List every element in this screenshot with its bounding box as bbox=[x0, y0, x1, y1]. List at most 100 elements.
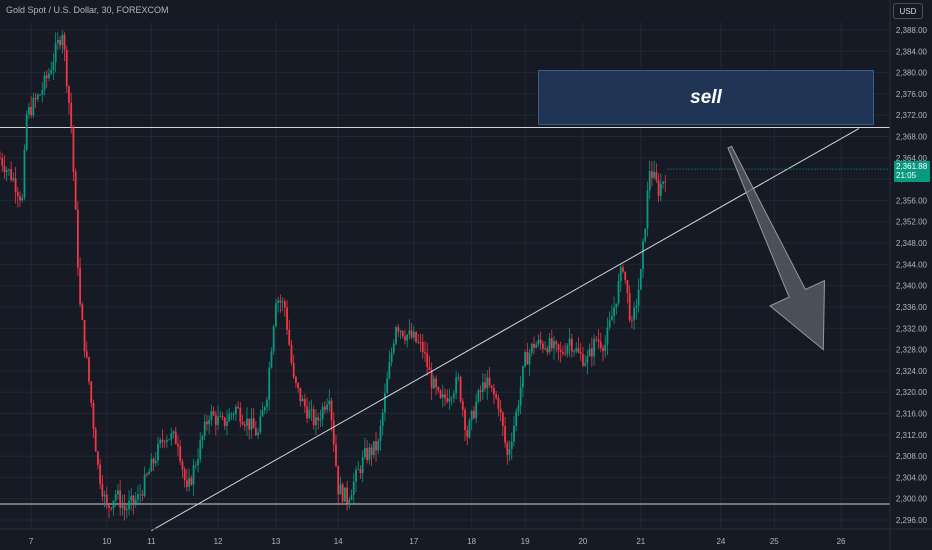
candle-body bbox=[446, 397, 449, 402]
last-price-value: 2,361.88 bbox=[896, 162, 928, 171]
candle-body bbox=[432, 378, 435, 389]
candle-body bbox=[548, 338, 551, 353]
sell-zone-box[interactable]: sell bbox=[538, 70, 874, 125]
candle-body bbox=[653, 171, 656, 178]
candle-body bbox=[259, 416, 262, 433]
candle-body bbox=[535, 344, 538, 348]
candle-body bbox=[524, 352, 526, 367]
x-tick-label: 14 bbox=[334, 537, 343, 546]
candle-body bbox=[241, 422, 244, 425]
symbol-title: Gold Spot / U.S. Dollar, 30, FOREXCOM bbox=[6, 5, 169, 15]
candle-body bbox=[388, 361, 391, 379]
y-tick-label: 2,336.00 bbox=[896, 303, 928, 312]
x-tick-label: 26 bbox=[837, 537, 846, 546]
candle-body bbox=[499, 408, 502, 413]
y-tick-label: 2,384.00 bbox=[896, 47, 928, 56]
x-tick-label: 18 bbox=[467, 537, 476, 546]
candle-body bbox=[568, 338, 571, 346]
candle-body bbox=[428, 367, 431, 371]
candle-body bbox=[584, 363, 587, 366]
candle-body bbox=[355, 469, 357, 482]
candle-body bbox=[12, 178, 15, 181]
candle-body bbox=[0, 157, 1, 159]
y-tick-label: 2,380.00 bbox=[896, 69, 928, 78]
candle-body bbox=[539, 339, 542, 344]
candle-body bbox=[579, 352, 582, 355]
candle-body bbox=[1, 157, 4, 166]
candle-body bbox=[277, 300, 280, 303]
candle-body bbox=[321, 406, 324, 420]
candle-body bbox=[550, 338, 553, 349]
y-tick-label: 2,376.00 bbox=[896, 90, 928, 99]
candle-body bbox=[332, 420, 335, 445]
candle-body bbox=[395, 327, 397, 344]
y-tick-label: 2,300.00 bbox=[896, 495, 928, 504]
candle-body bbox=[368, 447, 371, 460]
candle-body bbox=[441, 394, 444, 398]
candle-body bbox=[257, 432, 259, 436]
candle-body bbox=[145, 474, 148, 476]
candle-body bbox=[504, 426, 506, 443]
candle-body bbox=[50, 69, 53, 74]
candle-body bbox=[477, 390, 480, 402]
candle-body bbox=[21, 197, 24, 201]
candle-body bbox=[646, 190, 649, 229]
y-tick-label: 2,344.00 bbox=[896, 260, 928, 269]
candle-body bbox=[266, 399, 268, 408]
candle-body bbox=[232, 414, 235, 415]
y-tick-label: 2,324.00 bbox=[896, 367, 928, 376]
candle-body bbox=[79, 267, 81, 305]
candle-body bbox=[157, 443, 159, 461]
candle-body bbox=[61, 34, 64, 46]
candle-body bbox=[281, 301, 284, 303]
candle-body bbox=[528, 352, 531, 365]
candle-body bbox=[593, 338, 595, 357]
candle-body bbox=[19, 196, 21, 201]
currency-button[interactable]: USD bbox=[893, 3, 923, 19]
candle-body bbox=[481, 382, 484, 393]
candle-body bbox=[606, 327, 609, 345]
candle-body bbox=[493, 387, 495, 395]
candle-body bbox=[74, 171, 77, 210]
x-tick-label: 25 bbox=[770, 537, 779, 546]
candle-body bbox=[622, 267, 624, 272]
candle-body bbox=[114, 494, 117, 501]
candle-body bbox=[599, 341, 602, 348]
x-tick-label: 12 bbox=[214, 537, 223, 546]
candle-body bbox=[223, 417, 226, 426]
candle-body bbox=[168, 439, 170, 441]
candle-body bbox=[254, 428, 257, 436]
candle-body bbox=[384, 393, 386, 413]
candle-body bbox=[430, 370, 433, 389]
candle-body bbox=[366, 448, 369, 460]
candle-body bbox=[346, 487, 348, 504]
candle-body bbox=[103, 494, 106, 497]
candle-body bbox=[544, 348, 547, 350]
candle-body bbox=[412, 331, 415, 338]
candle-body bbox=[464, 409, 466, 430]
candle-body bbox=[479, 390, 482, 393]
candle-body bbox=[226, 421, 228, 426]
candle-body bbox=[105, 494, 108, 506]
candle-body bbox=[286, 307, 288, 330]
x-tick-label: 13 bbox=[271, 537, 280, 546]
candle-body bbox=[377, 441, 380, 451]
candle-body bbox=[468, 420, 471, 438]
candle-body bbox=[137, 494, 139, 500]
candle-body bbox=[426, 353, 429, 368]
candle-body bbox=[461, 401, 464, 410]
candle-body bbox=[161, 439, 164, 442]
candle-body bbox=[141, 494, 144, 496]
candle-body bbox=[635, 305, 638, 308]
candle-body bbox=[197, 459, 199, 466]
candle-body bbox=[506, 442, 509, 455]
y-tick-label: 2,340.00 bbox=[896, 282, 928, 291]
candle-body bbox=[466, 429, 469, 438]
candle-body bbox=[119, 490, 122, 508]
candle-body bbox=[246, 418, 248, 426]
last-price-badge: 2,361.88 21:05 bbox=[894, 161, 930, 182]
candle-body bbox=[533, 343, 535, 348]
candle-body bbox=[337, 465, 340, 495]
candle-body bbox=[295, 376, 297, 383]
